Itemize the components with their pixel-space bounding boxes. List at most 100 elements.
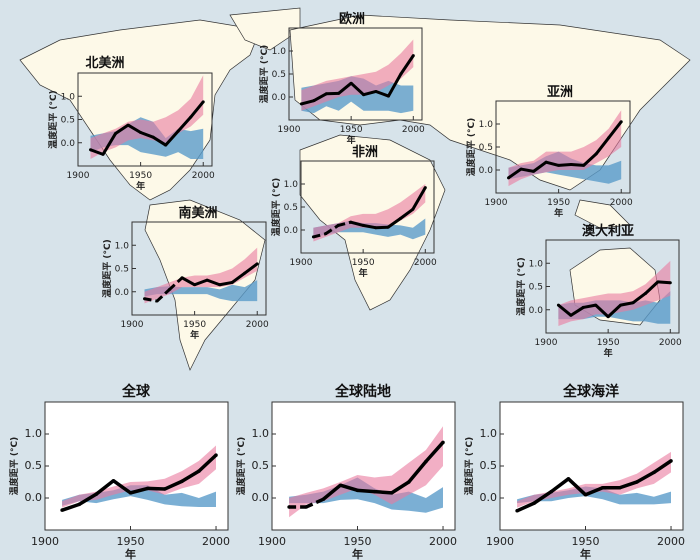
- observed-point: [145, 486, 150, 491]
- y-tick-label: 1.0: [284, 180, 299, 190]
- observed-segment: [144, 297, 158, 303]
- x-tick-label: 2000: [610, 198, 633, 208]
- observed-point: [164, 143, 168, 147]
- observed-segment: [325, 224, 340, 235]
- observed-point: [324, 92, 328, 96]
- y-axis-label: 温度距平 (°C): [465, 118, 477, 176]
- x-tick-label: 2000: [246, 320, 269, 330]
- x-axis-label: 年: [352, 547, 363, 560]
- observed-point: [349, 220, 353, 224]
- y-axis-label: 温度距平 (°C): [8, 437, 20, 495]
- observed-point: [411, 54, 415, 58]
- x-tick-label: 1900: [67, 171, 90, 181]
- y-tick-label: 0.5: [272, 70, 286, 80]
- observed-segment: [78, 492, 98, 506]
- y-tick-label: 1.0: [61, 92, 76, 102]
- y-axis-label: 温度距平 (°C): [463, 437, 475, 495]
- observed-point: [355, 488, 360, 493]
- observed-point: [372, 489, 377, 494]
- observed-segment: [374, 489, 392, 495]
- observed-point: [652, 470, 656, 475]
- observed-point: [255, 262, 259, 266]
- observed-segment: [584, 486, 604, 497]
- observed-segment: [390, 480, 410, 495]
- observed-point: [374, 89, 378, 93]
- y-tick-label: 0.5: [25, 459, 43, 472]
- observed-segment: [197, 453, 218, 473]
- y-tick-label: 0.5: [480, 459, 498, 472]
- observed-segment: [387, 217, 402, 229]
- observed-segment: [375, 90, 389, 98]
- observed-segment: [357, 488, 375, 494]
- observed-segment: [243, 262, 259, 275]
- y-tick-label: 1.0: [272, 47, 287, 57]
- observed-point: [635, 480, 639, 484]
- chart-panel: 0.0 0.5 1.0 1900 1950 2000 年 温度距平 (°C) 欧洲: [258, 11, 425, 146]
- observed-point: [411, 207, 415, 211]
- y-tick-label: 0.5: [479, 143, 493, 153]
- y-tick-label: 0.0: [272, 93, 287, 103]
- observed-point: [193, 283, 197, 287]
- y-tick-label: 0.5: [284, 203, 298, 213]
- chart-panel: 0.0 0.5 1.0 1900 1950 2000 年 温度距平 (°C) 北美洲: [47, 55, 215, 192]
- observed-point: [168, 287, 172, 291]
- observed-point: [549, 489, 554, 494]
- observed-segment: [607, 304, 622, 318]
- observed-point: [583, 493, 588, 497]
- observed-segment: [570, 306, 585, 317]
- observed-point: [386, 94, 390, 98]
- observed-segment: [350, 82, 365, 96]
- x-tick-label: 1900: [486, 535, 514, 548]
- observed-segment: [532, 160, 547, 173]
- observed-segment: [112, 479, 132, 495]
- observed-segment: [181, 276, 196, 287]
- x-tick-label: 2000: [402, 125, 425, 135]
- observed-point: [126, 123, 130, 127]
- observed-segment: [571, 162, 584, 167]
- observed-segment: [595, 136, 610, 155]
- x-axis-label: 年: [347, 134, 356, 146]
- observed-point: [582, 163, 586, 167]
- observed-point: [337, 91, 341, 95]
- observed-point: [205, 278, 209, 282]
- observed-segment: [322, 483, 342, 501]
- y-tick-label: 0.0: [284, 226, 299, 236]
- observed-point: [669, 459, 673, 463]
- x-tick-label: 1950: [183, 320, 206, 330]
- natural-forcing-band: [62, 485, 216, 507]
- observed-segment: [127, 123, 142, 134]
- observed-segment: [130, 486, 149, 495]
- observed-point: [94, 492, 99, 496]
- observed-segment: [350, 220, 364, 227]
- observed-point: [180, 479, 184, 484]
- observed-segment: [594, 304, 610, 318]
- observed-point: [519, 167, 523, 171]
- observed-segment: [180, 469, 200, 483]
- observed-point: [197, 469, 201, 473]
- observed-segment: [362, 223, 376, 230]
- observed-segment: [301, 99, 315, 106]
- y-tick-label: 1.0: [479, 120, 494, 130]
- observed-segment: [583, 303, 596, 309]
- x-tick-label: 1950: [572, 535, 600, 548]
- observed-point: [374, 226, 378, 230]
- observed-point: [311, 235, 315, 239]
- observed-point: [101, 152, 105, 156]
- observed-point: [399, 72, 403, 76]
- observed-point: [60, 508, 64, 512]
- x-tick-label: 1950: [117, 535, 145, 548]
- chart-panel: 0.0 0.5 1.0 1900 1950 2000 年 温度距平 (°C) 全球: [8, 383, 230, 560]
- x-tick-label: 1900: [535, 338, 558, 348]
- observed-point: [176, 129, 180, 133]
- chart-title: 澳大利亚: [582, 223, 634, 239]
- observed-point: [423, 186, 427, 190]
- observed-point: [507, 176, 511, 180]
- observed-point: [398, 217, 402, 220]
- observed-point: [218, 283, 222, 287]
- observed-segment: [507, 167, 522, 180]
- x-tick-label: 1950: [547, 198, 570, 208]
- observed-segment: [337, 82, 353, 95]
- observed-segment: [206, 278, 221, 287]
- observed-point: [336, 223, 340, 227]
